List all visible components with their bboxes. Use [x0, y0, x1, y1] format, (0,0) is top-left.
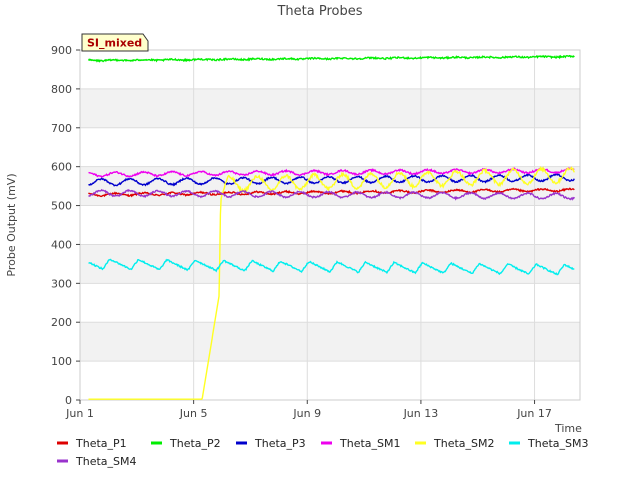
- series-line-theta-sm4: [88, 188, 575, 201]
- legend-label: Theta_SM3: [527, 437, 588, 450]
- x-tick-label: Jun 13: [403, 407, 439, 420]
- x-axis-label: Time: [554, 422, 582, 435]
- x-tick-label: Jun 5: [179, 407, 208, 420]
- y-tick-label: 600: [51, 161, 72, 174]
- x-tick-label: Jun 1: [65, 407, 94, 420]
- y-axis-label: Probe Output (mV): [5, 173, 18, 276]
- y-axis-ticks: 0 100 200 300 400 500 600 700 800 900: [51, 44, 80, 407]
- plot-frame: [79, 49, 581, 401]
- legend-item-theta-sm2: Theta_SM2: [415, 437, 494, 450]
- site-badge: SI_mixed: [81, 33, 149, 52]
- series-line-theta-sm3: [88, 258, 575, 276]
- y-tick-label: 0: [65, 394, 72, 407]
- legend: Theta_P1 Theta_P2 Theta_P3 Theta_SM1 Theta_S…: [57, 437, 588, 468]
- y-tick-label: 500: [51, 200, 72, 213]
- y-tick-label: 900: [51, 44, 72, 57]
- legend-item-theta-p1: Theta_P1: [57, 437, 127, 450]
- y-tick-label: 300: [51, 277, 72, 290]
- badge-shape: [81, 33, 149, 52]
- plot-band: [80, 322, 580, 362]
- plot-band: [80, 244, 580, 284]
- y-tick-label: 800: [51, 83, 72, 96]
- y-tick-label: 700: [51, 122, 72, 135]
- y-tick-label: 100: [51, 355, 72, 368]
- y-tick-label: 400: [51, 238, 72, 251]
- y-tick-label: 200: [51, 316, 72, 329]
- legend-label: Theta_P1: [75, 437, 127, 450]
- legend-label: Theta_P3: [254, 437, 306, 450]
- legend-label: Theta_SM4: [75, 455, 136, 468]
- legend-item-theta-p3: Theta_P3: [236, 437, 306, 450]
- series-line-theta-p2: [87, 54, 575, 63]
- legend-label: Theta_SM2: [433, 437, 494, 450]
- chart-title: Theta Probes: [276, 4, 362, 19]
- series-lines: [87, 54, 575, 400]
- plot-band: [80, 88, 580, 128]
- x-axis-ticks: Jun 1 Jun 5 Jun 9 Jun 13 Jun 17: [65, 400, 552, 420]
- legend-label: Theta_SM1: [339, 437, 400, 450]
- x-tick-label: Jun 17: [516, 407, 552, 420]
- legend-item-theta-sm3: Theta_SM3: [509, 437, 588, 450]
- legend-item-theta-sm1: Theta_SM1: [321, 437, 400, 450]
- legend-item-theta-sm4: Theta_SM4: [57, 455, 136, 468]
- legend-label: Theta_P2: [169, 437, 221, 450]
- legend-item-theta-p2: Theta_P2: [151, 437, 221, 450]
- plot-band: [80, 166, 580, 206]
- x-tick-label: Jun 9: [292, 407, 321, 420]
- series-line-theta-p3: [88, 172, 575, 187]
- badge-label: SI_mixed: [87, 37, 142, 50]
- series-line-theta-sm2: [88, 165, 575, 400]
- series-line-theta-sm1: [88, 166, 575, 178]
